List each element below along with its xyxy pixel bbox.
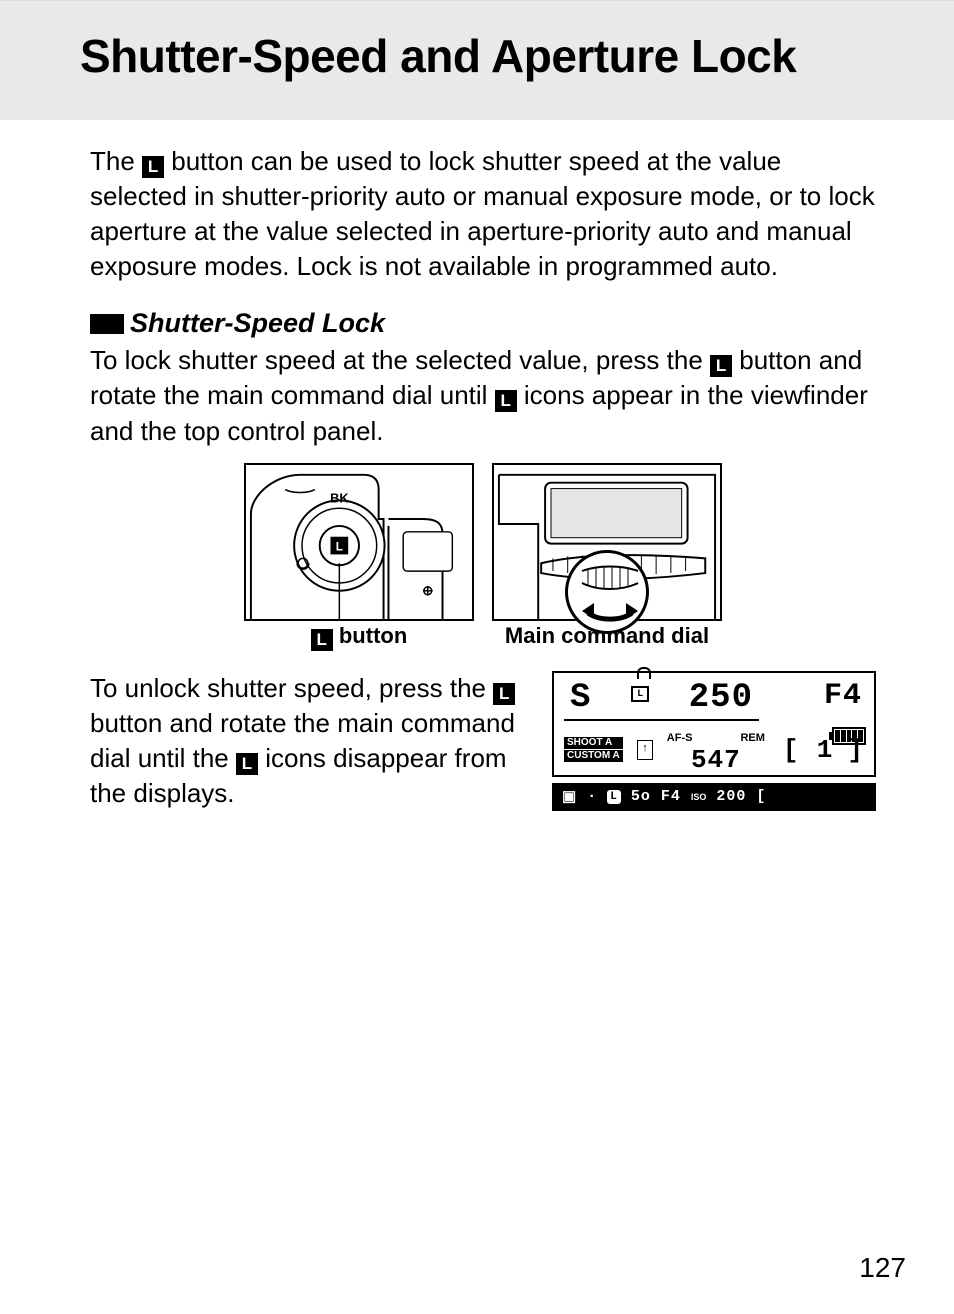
- camera-top-lineart: L BK: [246, 465, 472, 620]
- lcd-mode: S: [570, 679, 591, 717]
- unlock-row: To unlock shutter speed, press the L but…: [90, 671, 876, 811]
- lcd-shoot-tag: SHOOT A: [564, 737, 623, 749]
- lock-icon: L: [631, 686, 649, 702]
- page-number: 127: [859, 1252, 906, 1284]
- lcd-rem: REM: [740, 732, 764, 744]
- unlock-a: To unlock shutter speed, press the: [90, 673, 493, 703]
- lock-icon: L: [495, 390, 517, 412]
- page-title: Shutter-Speed and Aperture Lock: [80, 29, 894, 83]
- unlock-paragraph: To unlock shutter speed, press the L but…: [90, 671, 532, 811]
- vf-meter-icon: ▣: [562, 787, 577, 806]
- intro-paragraph: The L button can be used to lock shutter…: [90, 144, 876, 284]
- lock-icon: L: [607, 790, 621, 804]
- heading-bars-icon: [90, 314, 124, 334]
- lcd-shutter: 250: [689, 679, 753, 717]
- vf-shutter: 5o: [631, 788, 651, 805]
- lcd-custom-tag: CUSTOM A: [564, 750, 623, 762]
- lcd-viewfinder: ▣ · L 5o F4 ISO 200 [: [552, 783, 876, 811]
- header-bar: Shutter-Speed and Aperture Lock: [0, 0, 954, 120]
- content-area: The L button can be used to lock shutter…: [0, 120, 954, 811]
- intro-text-before: The: [90, 146, 142, 176]
- figure-l-button: L BK: [244, 463, 474, 621]
- lcd-af: AF-S: [667, 732, 693, 744]
- lock-icon: L: [710, 355, 732, 377]
- caption1-text: button: [339, 623, 407, 648]
- bkt-label: BK: [330, 490, 349, 505]
- lcd-top-panel: S L 250 F4 SHOOT A CUSTOM A ↑: [552, 671, 876, 777]
- figure-row: L BK: [90, 463, 876, 621]
- vf-iso-value: 200: [716, 788, 746, 805]
- caption-row: L button Main command dial: [90, 623, 876, 651]
- sub-para-a: To lock shutter speed at the selected va…: [90, 345, 710, 375]
- vf-br: [: [756, 788, 766, 805]
- lock-icon: L: [142, 156, 164, 178]
- subsection-paragraph: To lock shutter speed at the selected va…: [90, 343, 876, 448]
- figure-main-dial: [492, 463, 722, 621]
- lcd-br-l: [: [783, 735, 800, 765]
- vf-iso-label: ISO: [691, 792, 707, 802]
- battery-icon: [832, 727, 866, 745]
- lcd-aperture: F4: [824, 679, 862, 713]
- subsection-title: Shutter-Speed Lock: [130, 308, 385, 339]
- lock-icon: L: [311, 629, 333, 651]
- card-icon: ↑: [637, 740, 653, 760]
- lcd-frames: 547: [691, 747, 741, 773]
- lock-icon: L: [236, 753, 258, 775]
- caption-l-button: L button: [244, 623, 474, 651]
- lock-icon: L: [493, 683, 515, 705]
- subsection-heading: Shutter-Speed Lock: [90, 308, 876, 339]
- dial-zoom-circle: [565, 550, 649, 634]
- lcd-stack: S L 250 F4 SHOOT A CUSTOM A ↑: [552, 671, 876, 811]
- svg-text:L: L: [336, 540, 343, 553]
- vf-aperture: F4: [661, 788, 681, 805]
- intro-text-after: button can be used to lock shutter speed…: [90, 146, 875, 281]
